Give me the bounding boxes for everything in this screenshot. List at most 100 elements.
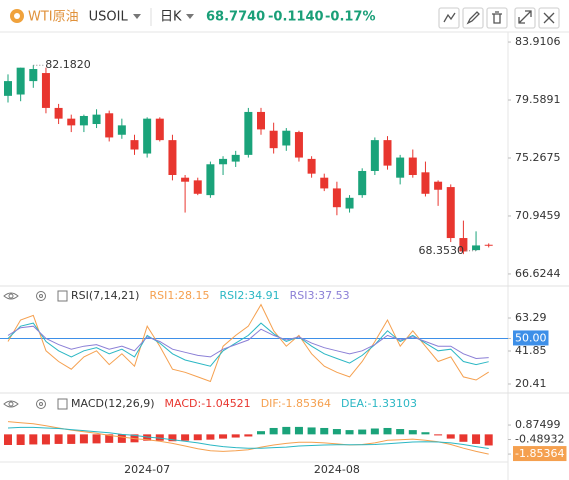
legend-entry: DEA:-1.33103 xyxy=(341,397,417,410)
box-icon[interactable] xyxy=(57,398,68,410)
candle-body xyxy=(434,181,443,190)
y-tick-label: 20.41 xyxy=(515,377,547,390)
candle-body xyxy=(332,188,341,208)
histogram-bar xyxy=(117,434,126,443)
histogram-bar xyxy=(332,429,341,435)
gear-icon[interactable] xyxy=(36,399,46,409)
y-tick-label: -1.85364 xyxy=(515,447,564,460)
candle-body xyxy=(484,244,493,246)
x-tick-label: 2024-07 xyxy=(124,463,170,476)
y-tick-label: -0.48932 xyxy=(515,433,564,446)
histogram-bar xyxy=(67,434,76,444)
candle-body xyxy=(421,172,430,194)
candle-body xyxy=(4,81,12,96)
candle-body xyxy=(168,140,177,175)
legend-entry: RSI3:37.53 xyxy=(290,289,350,302)
x-tick-label: 2024-08 xyxy=(314,463,360,476)
candle-body xyxy=(29,69,38,82)
series-line xyxy=(7,303,489,383)
histogram-bar xyxy=(472,434,481,444)
candle-body xyxy=(117,125,126,135)
tool-button[interactable] xyxy=(462,7,484,29)
histogram-bar xyxy=(181,434,190,441)
histogram-bar xyxy=(459,434,468,442)
box-icon[interactable] xyxy=(57,290,68,302)
histogram-bar xyxy=(168,434,177,442)
series-line xyxy=(7,421,489,455)
histogram-bar xyxy=(269,427,278,435)
last-price: 68.7740 xyxy=(206,10,265,25)
y-tick-label: 66.6244 xyxy=(515,267,561,280)
histogram-bar xyxy=(143,434,152,441)
candle-body xyxy=(307,158,316,174)
y-tick-label: 70.9459 xyxy=(515,209,561,222)
y-tick-label: 79.5891 xyxy=(515,93,561,106)
gear-center xyxy=(39,402,43,406)
histogram-bar xyxy=(244,434,253,437)
histogram-bar xyxy=(219,434,228,439)
tool-glyph xyxy=(466,11,480,25)
candle-body xyxy=(396,157,405,178)
candle-body xyxy=(282,130,291,146)
histogram-bar xyxy=(434,434,443,436)
rsi-header-icons xyxy=(3,290,68,410)
y-tick-highlight xyxy=(513,330,549,346)
histogram-bar xyxy=(282,426,291,435)
eye-pupil xyxy=(8,293,14,299)
histogram-bar xyxy=(307,427,316,435)
gear-center xyxy=(39,294,43,298)
period[interactable]: 日K xyxy=(160,10,182,25)
price-change: -0.1140 xyxy=(268,10,324,25)
candle-body xyxy=(244,111,253,155)
histogram-bar xyxy=(358,429,367,435)
histogram-bar xyxy=(41,434,50,445)
candle-body xyxy=(41,73,50,108)
histogram-bar xyxy=(408,430,417,435)
candle-body xyxy=(143,118,152,154)
toolbar xyxy=(438,7,560,29)
candle-body xyxy=(257,111,265,130)
candle-body xyxy=(79,115,88,126)
y-tick-label: 50.00 xyxy=(515,331,547,344)
symbol-name[interactable]: WTI原油 xyxy=(28,10,79,25)
histogram-bar xyxy=(79,434,88,444)
panel-title: MACD(12,26,9) xyxy=(71,397,155,410)
histogram-bar xyxy=(206,434,215,440)
y-tick-label: 63.29 xyxy=(515,311,547,324)
dropdown-arrow[interactable] xyxy=(133,14,141,19)
candle-body xyxy=(16,67,25,95)
histogram-bar xyxy=(396,429,405,435)
candle-body xyxy=(130,140,139,150)
tool-glyph xyxy=(443,12,456,23)
legend-entry: MACD:-1.04521 xyxy=(165,397,251,410)
histogram-bar xyxy=(257,431,265,435)
candle-body xyxy=(193,180,202,194)
y-tick-label: 83.9106 xyxy=(515,35,561,48)
candle-body xyxy=(446,187,455,239)
candle-body xyxy=(269,130,278,149)
legend-entry: RSI1:28.15 xyxy=(149,289,209,302)
histogram-bar xyxy=(155,434,164,441)
annotation: 82.1820 xyxy=(45,58,91,71)
histogram-bar xyxy=(446,434,455,439)
series-line xyxy=(7,426,489,449)
series-line xyxy=(7,322,489,367)
histogram-bar xyxy=(370,428,379,435)
tool-button[interactable] xyxy=(438,7,460,29)
eye-icon[interactable] xyxy=(3,292,19,300)
eye-icon[interactable] xyxy=(3,400,19,408)
candle-body xyxy=(408,157,417,175)
tool-button[interactable] xyxy=(486,7,508,29)
dropdown-arrow[interactable] xyxy=(186,14,194,19)
symbol-code[interactable]: USOIL xyxy=(89,10,129,25)
gear-icon[interactable] xyxy=(36,291,46,301)
candle-body xyxy=(358,170,367,196)
symbol-icon-dot xyxy=(14,13,20,19)
candle-body xyxy=(206,164,215,196)
histogram-bar xyxy=(383,427,392,435)
y-tick-label: 75.2675 xyxy=(515,151,561,164)
candle-body xyxy=(231,154,240,162)
candle-body xyxy=(345,197,354,209)
candle-body xyxy=(459,238,468,252)
